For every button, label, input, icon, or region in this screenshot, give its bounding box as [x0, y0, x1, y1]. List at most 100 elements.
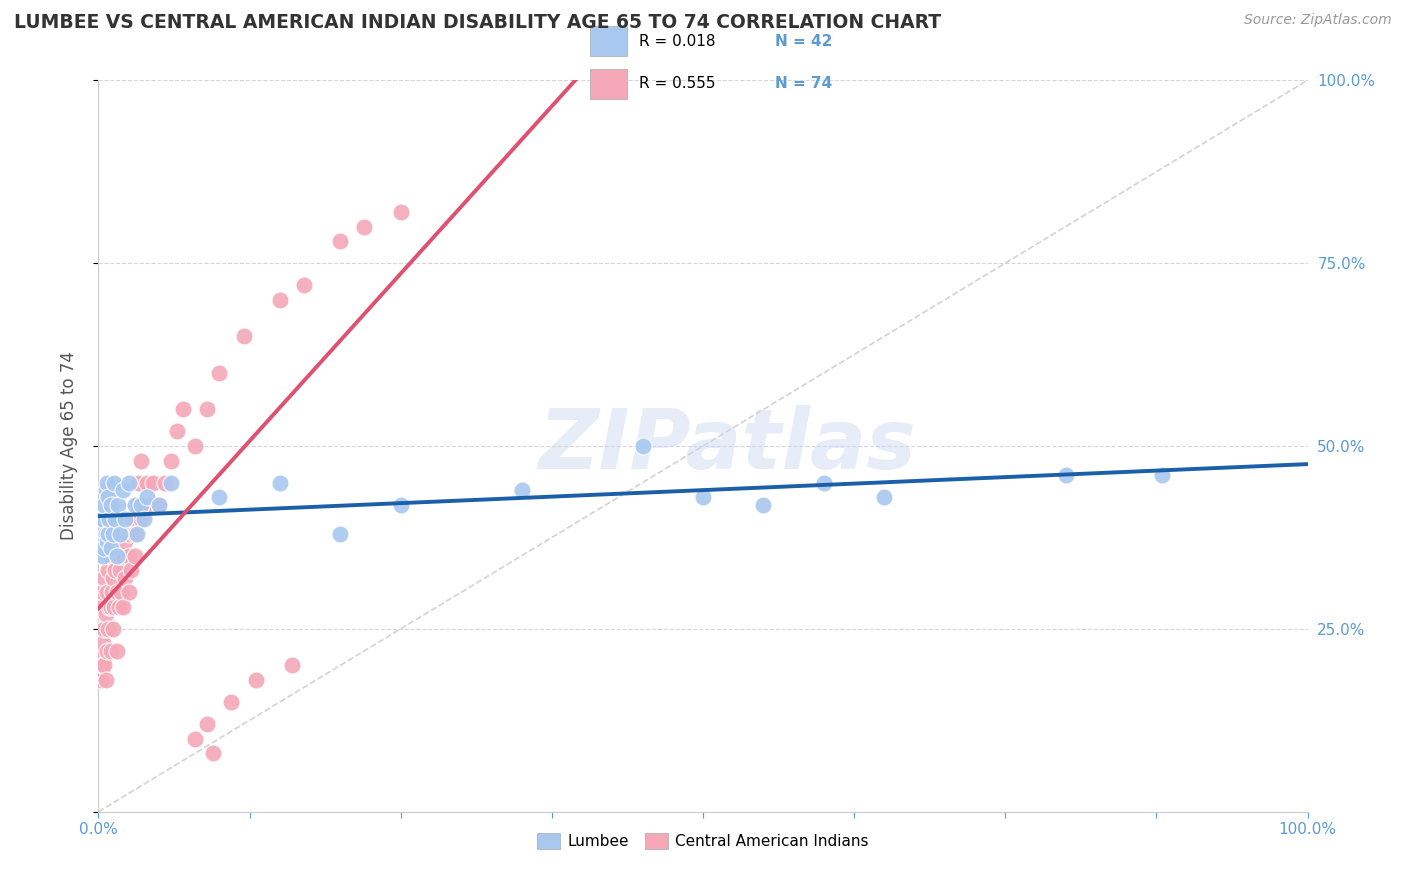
Point: [184, 731, 207, 746]
Point: [221, 695, 243, 709]
Point: [100, 498, 122, 512]
FancyBboxPatch shape: [589, 26, 627, 56]
Point: [111, 483, 134, 497]
Point: [184, 439, 207, 453]
Point: [100, 541, 122, 556]
Point: [91, 658, 114, 673]
Text: R = 0.555: R = 0.555: [640, 77, 716, 91]
Point: [124, 549, 146, 563]
Point: [94, 673, 117, 687]
Y-axis label: Disability Age 65 to 74: Disability Age 65 to 74: [59, 351, 77, 541]
Point: [148, 498, 170, 512]
Point: [124, 526, 146, 541]
Point: [108, 563, 131, 577]
Point: [208, 490, 231, 504]
Point: [90, 526, 112, 541]
Point: [127, 475, 149, 490]
Text: R = 0.018: R = 0.018: [640, 34, 716, 48]
Point: [101, 526, 124, 541]
FancyBboxPatch shape: [589, 69, 627, 99]
Point: [91, 512, 114, 526]
Point: [752, 498, 775, 512]
Point: [232, 329, 254, 343]
Point: [93, 571, 115, 585]
Point: [96, 585, 118, 599]
Text: N = 42: N = 42: [775, 34, 832, 48]
Point: [91, 549, 114, 563]
Point: [135, 475, 157, 490]
Point: [98, 599, 121, 614]
Point: [110, 585, 132, 599]
Point: [90, 673, 112, 687]
Point: [692, 490, 714, 504]
Point: [1152, 468, 1174, 483]
Point: [93, 622, 115, 636]
Point: [166, 425, 188, 439]
Point: [195, 717, 218, 731]
Point: [129, 453, 152, 467]
Point: [108, 549, 131, 563]
Point: [96, 534, 118, 549]
Point: [510, 483, 533, 497]
Point: [96, 644, 118, 658]
Point: [103, 526, 125, 541]
Point: [93, 498, 115, 512]
Point: [114, 534, 136, 549]
Point: [118, 526, 141, 541]
Point: [103, 475, 125, 490]
Point: [107, 512, 129, 526]
Point: [100, 585, 122, 599]
Point: [269, 293, 291, 307]
Point: [108, 526, 131, 541]
Point: [172, 402, 194, 417]
Point: [105, 585, 128, 599]
Point: [129, 512, 152, 526]
Point: [120, 563, 142, 577]
Point: [97, 622, 120, 636]
Point: [105, 549, 128, 563]
Point: [195, 402, 218, 417]
Point: [97, 563, 120, 577]
Point: [100, 549, 122, 563]
Point: [389, 205, 412, 219]
Point: [111, 549, 134, 563]
Point: [389, 498, 412, 512]
Point: [129, 498, 152, 512]
Point: [118, 549, 141, 563]
Point: [1054, 468, 1077, 483]
Point: [134, 498, 156, 512]
Point: [281, 658, 304, 673]
Point: [100, 644, 122, 658]
Point: [104, 563, 127, 577]
Point: [121, 512, 143, 526]
Point: [114, 512, 136, 526]
Point: [813, 475, 835, 490]
Point: [127, 526, 149, 541]
Point: [118, 585, 141, 599]
Point: [208, 366, 231, 380]
Point: [97, 526, 120, 541]
Text: Source: ZipAtlas.com: Source: ZipAtlas.com: [1244, 13, 1392, 28]
Point: [134, 512, 156, 526]
Point: [160, 475, 183, 490]
Point: [98, 549, 121, 563]
Point: [160, 453, 183, 467]
Text: N = 74: N = 74: [775, 77, 832, 91]
Point: [100, 599, 122, 614]
Point: [353, 219, 375, 234]
Point: [91, 636, 114, 650]
Text: LUMBEE VS CENTRAL AMERICAN INDIAN DISABILITY AGE 65 TO 74 CORRELATION CHART: LUMBEE VS CENTRAL AMERICAN INDIAN DISABI…: [14, 13, 941, 32]
Legend: Lumbee, Central American Indians: Lumbee, Central American Indians: [531, 827, 875, 855]
Point: [127, 498, 149, 512]
Point: [105, 644, 128, 658]
Point: [142, 475, 165, 490]
Point: [118, 475, 141, 490]
Point: [97, 490, 120, 504]
Point: [101, 571, 124, 585]
Point: [101, 622, 124, 636]
Point: [124, 498, 146, 512]
Point: [873, 490, 896, 504]
Point: [292, 278, 315, 293]
Text: ZIPatlas: ZIPatlas: [538, 406, 917, 486]
Point: [135, 490, 157, 504]
